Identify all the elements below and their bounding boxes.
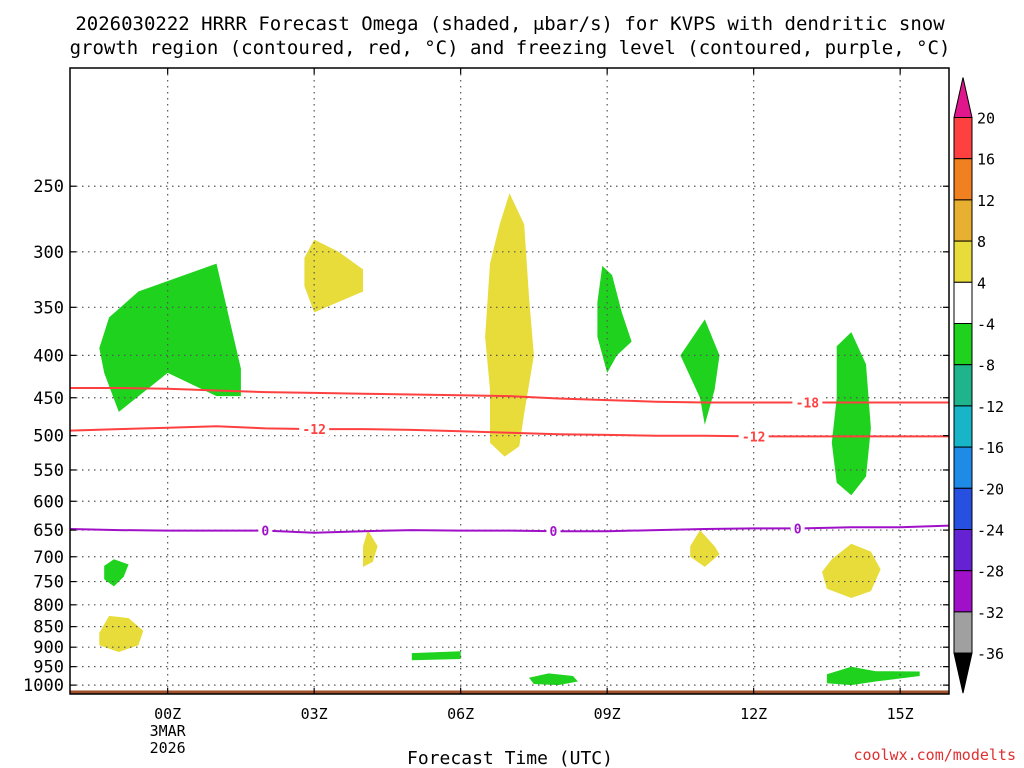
- y-tick-label: 1000: [23, 676, 64, 696]
- y-tick-label: 350: [33, 298, 64, 318]
- colorbar-bin: [953, 529, 973, 572]
- y-tick-label: 750: [33, 573, 64, 593]
- colorbar-top-arrow: [953, 77, 973, 118]
- dgz-upper-label-bg: [792, 395, 823, 410]
- colorbar-bin: [953, 364, 973, 407]
- downward-region-6: [99, 615, 144, 652]
- x-tick-year: 2026: [150, 739, 186, 757]
- freezing-level-contour: [70, 524, 949, 534]
- colorbar-bin: [953, 117, 973, 160]
- colorbar-label: -12: [977, 398, 1004, 416]
- plot-area: -18 -12 -12 0 0 0: [69, 67, 950, 695]
- colorbar-label: -20: [977, 480, 1004, 498]
- x-tick-label: 15Z: [887, 705, 914, 723]
- y-tick-label: 800: [33, 596, 64, 616]
- colorbar-bottom-arrow: [953, 652, 973, 694]
- freezing-level-label-bg: [258, 523, 273, 538]
- colorbar-bin: [953, 611, 973, 654]
- chart-title-line2: growth region (contoured, red, °C) and f…: [70, 37, 951, 59]
- upward-region-6: [411, 651, 461, 661]
- y-tick-label: 400: [33, 346, 64, 366]
- dgz-lower-label-bg: [299, 422, 330, 437]
- colorbar-label: -8: [977, 357, 995, 375]
- dgz-lower-label: -12: [742, 430, 765, 445]
- colorbar: 20 16 12 8 4 -4 -8 -12 -16 -20 -24 -28 -32 -36: [953, 77, 1004, 694]
- y-tick-label: 450: [33, 389, 64, 409]
- colorbar-bin: [953, 158, 973, 201]
- y-tick-label: 650: [33, 521, 64, 541]
- colorbar-label: -16: [977, 439, 1004, 457]
- colorbar-label: -28: [977, 563, 1004, 581]
- colorbar-bin: [953, 323, 973, 366]
- x-tick-date: 3MAR: [150, 722, 187, 740]
- dgz-lower-label-bg: [738, 429, 769, 444]
- colorbar-bin: [953, 199, 973, 242]
- y-tick-label: 250: [33, 177, 64, 197]
- downward-region-5: [822, 543, 881, 598]
- x-tick-label: 06Z: [447, 705, 474, 723]
- colorbar-label: 8: [977, 233, 986, 251]
- chart-title-line1: 2026030222 HRRR Forecast Omega (shaded, …: [75, 13, 945, 35]
- colorbar-bin: [953, 281, 973, 324]
- source-credit: coolwx.com/modelts: [853, 746, 1016, 764]
- colorbar-bin: [953, 487, 973, 530]
- x-tick-label: 00Z: [154, 705, 181, 723]
- colorbar-bin: [953, 570, 973, 613]
- dgz-upper-label: -18: [796, 397, 820, 412]
- dgz-lower-label: -12: [302, 423, 325, 438]
- y-tick-label: 900: [33, 638, 64, 658]
- upward-region-4: [831, 332, 871, 496]
- upward-region-7: [529, 673, 578, 686]
- freezing-level-label-bg: [790, 521, 805, 536]
- colorbar-label: -36: [977, 645, 1004, 663]
- y-tick-label: 300: [33, 243, 64, 263]
- freezing-level-label-bg: [546, 524, 561, 539]
- upward-region-8: [826, 666, 920, 686]
- colorbar-label: -4: [977, 316, 995, 334]
- colorbar-bin: [953, 446, 973, 489]
- ground-terrain: [70, 690, 949, 694]
- plot-content: -18 -12 -12 0 0 0: [70, 68, 949, 694]
- freezing-level-label: 0: [550, 525, 558, 540]
- colorbar-label: -32: [977, 604, 1004, 622]
- colorbar-bin: [953, 405, 973, 448]
- x-tick-label: 03Z: [301, 705, 328, 723]
- y-tick-label: 600: [33, 492, 64, 512]
- colorbar-label: 16: [977, 151, 995, 169]
- colorbar-label: -24: [977, 522, 1004, 540]
- colorbar-bin: [953, 240, 973, 283]
- y-tick-label: 550: [33, 461, 64, 481]
- y-axis: 2503003504004505005506006507007508008509…: [23, 177, 949, 696]
- upward-region-5: [104, 559, 129, 587]
- plot-frame: [69, 67, 950, 695]
- downward-region-2: [485, 193, 534, 457]
- y-tick-label: 500: [33, 427, 64, 447]
- dgz-lower-contour: [70, 425, 949, 438]
- downward-region-1: [304, 239, 363, 313]
- y-tick-label: 850: [33, 618, 64, 638]
- y-tick-label: 950: [33, 658, 64, 678]
- freezing-level-label: 0: [794, 522, 802, 537]
- y-tick-label: 700: [33, 548, 64, 568]
- upward-region-2: [597, 265, 632, 373]
- colorbar-label: 12: [977, 192, 995, 210]
- x-tick-label: 12Z: [740, 705, 767, 723]
- x-axis-title: Forecast Time (UTC): [407, 748, 613, 768]
- x-tick-label: 09Z: [594, 705, 621, 723]
- upward-region-3: [680, 319, 720, 425]
- downward-region-4: [690, 530, 720, 567]
- colorbar-label: 4: [977, 274, 986, 292]
- downward-region-3: [363, 530, 378, 567]
- freezing-level-label: 0: [261, 525, 269, 540]
- colorbar-label: 20: [977, 110, 995, 128]
- upward-region-1: [99, 263, 241, 412]
